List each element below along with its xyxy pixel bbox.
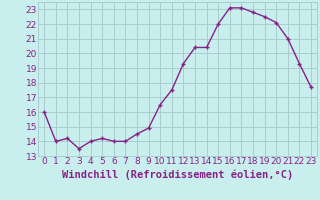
X-axis label: Windchill (Refroidissement éolien,°C): Windchill (Refroidissement éolien,°C) [62,169,293,180]
